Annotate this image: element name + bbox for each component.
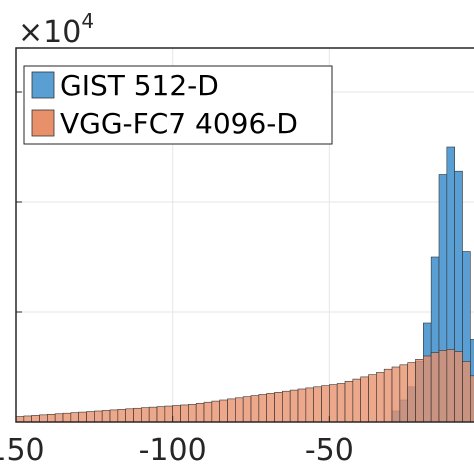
histogram-bar <box>125 408 134 423</box>
histogram-bar <box>454 351 463 423</box>
histogram-bar <box>86 411 95 423</box>
legend-box <box>23 65 333 145</box>
histogram-bar <box>415 358 424 423</box>
legend-label: VGG-FC7 4096-D <box>60 107 298 140</box>
histogram-bar <box>31 415 40 423</box>
x-tick-label: -50 <box>305 433 354 468</box>
histogram-bar <box>235 397 244 423</box>
x-tick-label: -100 <box>139 433 207 468</box>
histogram-bar <box>109 409 119 423</box>
histogram-bar <box>407 362 416 423</box>
legend-swatch <box>31 109 55 137</box>
histogram-bar <box>141 407 150 423</box>
histogram-bar <box>78 411 87 423</box>
histogram-bar <box>344 380 354 423</box>
histogram-bar <box>368 374 377 423</box>
histogram-bar <box>94 410 103 423</box>
histogram-bar <box>399 364 408 423</box>
histogram-bar <box>297 388 307 423</box>
histogram-bar <box>376 372 385 423</box>
histogram-bar <box>250 395 260 423</box>
histogram-bar <box>133 407 142 423</box>
histogram-bar <box>117 409 126 423</box>
series-vgg-bars <box>15 349 474 423</box>
histogram-bar <box>438 350 448 423</box>
histogram-bar <box>15 416 25 423</box>
x-tick-label: 150 <box>0 433 45 468</box>
histogram-bar <box>446 349 455 423</box>
histogram-bar <box>62 412 72 423</box>
histogram-bar <box>172 405 181 423</box>
y-multiplier-exponent: 4 <box>81 9 94 33</box>
histogram-bar <box>352 378 361 423</box>
legend-swatch <box>31 71 55 99</box>
histogram-bar <box>360 376 369 423</box>
histogram-bar <box>39 414 48 423</box>
x-axis-ticks: 150-100-500 <box>0 416 354 468</box>
histogram-bar <box>242 396 252 423</box>
histogram-bar <box>274 391 283 423</box>
histogram-bar <box>383 368 393 423</box>
histogram-bar <box>470 375 474 423</box>
histogram-bar <box>164 405 173 423</box>
histogram-bar <box>101 410 111 423</box>
histogram-bar <box>156 406 166 423</box>
histogram-bar <box>430 352 440 423</box>
histogram-bar <box>321 385 330 423</box>
plot-frame <box>15 47 474 423</box>
legend: GIST 512-D VGG-FC7 4096-D <box>23 65 333 145</box>
histogram-bar <box>258 394 267 423</box>
histogram-bar <box>211 400 220 423</box>
histogram-bar <box>70 412 79 423</box>
histogram-bar <box>391 366 401 423</box>
histogram-bar <box>47 413 56 423</box>
histogram-bars <box>15 146 474 423</box>
histogram-bar <box>423 355 432 423</box>
histogram-bar <box>313 386 322 423</box>
histogram-bar <box>266 393 275 423</box>
histogram-bar <box>54 413 64 423</box>
histogram-bar <box>336 383 346 423</box>
histogram-bar <box>219 399 228 423</box>
histogram-bar <box>305 387 314 423</box>
histogram-bar <box>148 406 158 423</box>
y-axis-ticks <box>16 91 22 423</box>
histogram-bar <box>195 402 205 423</box>
y-multiplier-label: ×104 <box>18 9 94 50</box>
histogram-bar <box>282 390 291 423</box>
histogram-bar <box>329 384 338 423</box>
histogram-bar <box>203 401 213 423</box>
histogram-bar <box>23 415 32 423</box>
histogram-bar <box>180 404 189 423</box>
histogram-bar <box>289 389 299 423</box>
histogram-bar <box>227 398 236 423</box>
histogram-bar <box>188 404 197 423</box>
histogram-bar <box>462 361 471 423</box>
y-multiplier-base: ×10 <box>18 15 81 50</box>
legend-label: GIST 512-D <box>60 69 219 102</box>
